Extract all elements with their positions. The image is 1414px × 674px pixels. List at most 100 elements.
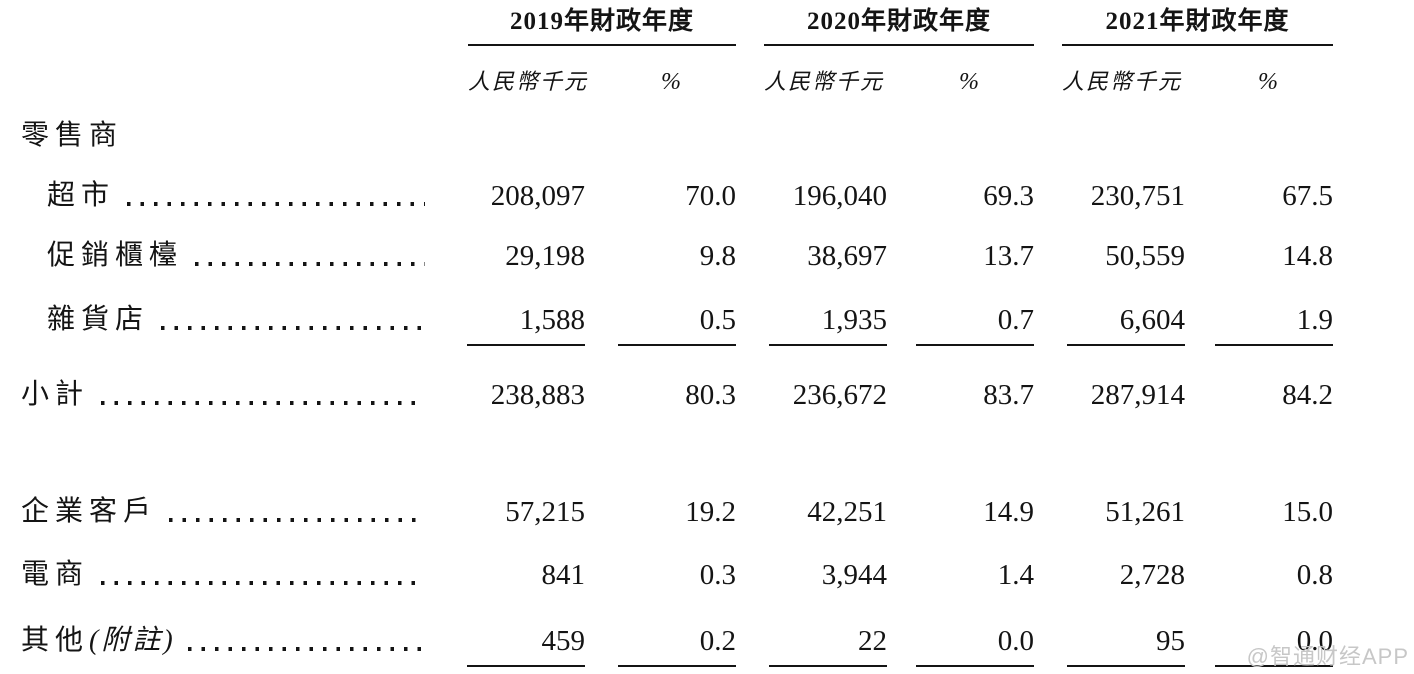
single-rule: 459 bbox=[467, 625, 585, 667]
dot-leader bbox=[101, 401, 425, 405]
unit-header-row: 人民幣千元 % 人民幣千元 % 人民幣千元 % bbox=[0, 46, 1414, 103]
percent-2020: 100.0 bbox=[887, 669, 1034, 674]
percent-2021: 1.9 bbox=[1185, 281, 1334, 348]
value-2020: 42,251 bbox=[807, 496, 888, 528]
percent-2019: 100.0 bbox=[585, 669, 736, 674]
dot-leader bbox=[187, 647, 425, 651]
percent-2021: 15.0 bbox=[1282, 496, 1334, 528]
value-2019: 297,398 bbox=[440, 669, 585, 674]
table-row-supermarket: 超市 208,097 70.0 196,040 69.3 230,751 67.… bbox=[0, 161, 1414, 221]
table-row-retailers: 零售商 bbox=[0, 103, 1414, 161]
value-2020: 38,697 bbox=[807, 240, 888, 272]
single-rule: 1,935 bbox=[769, 304, 888, 346]
percent-2019: 80.3 bbox=[685, 379, 737, 411]
single-rule: 1.9 bbox=[1215, 304, 1334, 346]
percent-2019: 19.2 bbox=[685, 496, 737, 528]
percent-2020: 0.7 bbox=[887, 281, 1035, 348]
unit-header-2020: 人民幣千元 bbox=[764, 69, 885, 94]
percent-2020: 83.7 bbox=[983, 379, 1035, 411]
row-label-note: (附註) bbox=[89, 625, 176, 656]
percent-2019: 9.8 bbox=[699, 240, 737, 272]
value-2021: 230,751 bbox=[1090, 180, 1186, 212]
single-rule: 0.0 bbox=[1215, 625, 1334, 667]
single-rule: 0.5 bbox=[618, 304, 737, 346]
percent-2021: 0.0 bbox=[1185, 600, 1334, 669]
single-rule: 0.2 bbox=[618, 625, 737, 667]
percent-2020: 14.9 bbox=[983, 496, 1035, 528]
row-label-cell: 總計 bbox=[0, 669, 440, 674]
percent-2020: 1.4 bbox=[997, 559, 1035, 591]
row-label: 促銷櫃檯 bbox=[47, 240, 184, 271]
percent-2019: 0.3 bbox=[699, 559, 737, 591]
percent-header-2021: % bbox=[1258, 69, 1279, 95]
value-2019: 841 bbox=[541, 559, 586, 591]
table-row-subtotal: 小計 238,883 80.3 236,672 83.7 287,914 84.… bbox=[0, 348, 1414, 420]
dot-leader bbox=[161, 326, 425, 330]
unit-header-2019: 人民幣千元 bbox=[468, 69, 589, 94]
percent-2019: 0.5 bbox=[585, 281, 737, 348]
value-2020: 22 bbox=[736, 600, 888, 669]
dot-leader bbox=[195, 262, 425, 266]
dot-leader bbox=[169, 518, 425, 522]
single-rule: 95 bbox=[1067, 625, 1186, 667]
row-label-cell: 超市 bbox=[0, 161, 440, 221]
value-2021: 95 bbox=[1034, 600, 1186, 669]
value-2020: 1,935 bbox=[736, 281, 888, 348]
row-label: 零售商 bbox=[21, 120, 124, 151]
dot-leader bbox=[127, 202, 425, 206]
percent-header-2020: % bbox=[959, 69, 980, 95]
value-2019: 29,198 bbox=[505, 240, 585, 272]
single-rule: 0.0 bbox=[916, 625, 1035, 667]
value-2021: 51,261 bbox=[1105, 496, 1186, 528]
percent-2019: 0.2 bbox=[585, 600, 737, 669]
year-header-2020: 2020年財政年度 bbox=[764, 1, 1035, 46]
single-rule: 0.7 bbox=[916, 304, 1035, 346]
single-rule: 1,588 bbox=[467, 304, 585, 346]
year-header-2019: 2019年財政年度 bbox=[468, 1, 737, 46]
row-label-cell: 促銷櫃檯 bbox=[0, 221, 440, 281]
watermark: @智通财经APP bbox=[1246, 644, 1409, 669]
unit-header-2021: 人民幣千元 bbox=[1062, 69, 1183, 94]
percent-2021: 0.8 bbox=[1296, 559, 1334, 591]
table-row-promo-counters: 促銷櫃檯 29,198 9.8 38,697 13.7 50,559 14.8 bbox=[0, 221, 1414, 281]
year-header-2021: 2021年財政年度 bbox=[1062, 1, 1334, 46]
row-label: 其他 bbox=[21, 625, 90, 656]
year-header-cell-2021: 2021年財政年度 bbox=[1034, 0, 1334, 46]
single-rule: 22 bbox=[769, 625, 888, 667]
table-row-grocery: 雜貨店 1,588 0.5 1,935 0.7 6,604 1.9 bbox=[0, 281, 1414, 348]
year-header-row: 2019年財政年度 2020年財政年度 2021年財政年度 bbox=[0, 0, 1414, 46]
value-2021: 50,559 bbox=[1105, 240, 1186, 272]
value-2021: 2,728 bbox=[1119, 559, 1186, 591]
value-2021: 6,604 bbox=[1034, 281, 1186, 348]
percent-2020: 0.0 bbox=[887, 600, 1035, 669]
row-label-cell: 零售商 bbox=[0, 103, 440, 161]
value-2020: 282,889 bbox=[736, 669, 887, 674]
value-2020: 3,944 bbox=[821, 559, 888, 591]
percent-2021: 67.5 bbox=[1282, 180, 1334, 212]
percent-2020: 69.3 bbox=[983, 180, 1035, 212]
row-label: 小計 bbox=[21, 379, 90, 410]
value-2019: 57,215 bbox=[505, 496, 585, 528]
row-label: 企業客戶 bbox=[21, 496, 158, 527]
percent-2019: 70.0 bbox=[685, 180, 737, 212]
row-label-cell: 其他 (附註) bbox=[0, 600, 440, 669]
percent-2020: 13.7 bbox=[983, 240, 1035, 272]
row-label: 雜貨店 bbox=[47, 304, 150, 335]
value-2021: 287,914 bbox=[1090, 379, 1186, 411]
row-label: 超市 bbox=[47, 180, 116, 211]
value-2020: 236,672 bbox=[792, 379, 888, 411]
row-label-cell: 小計 bbox=[0, 348, 440, 420]
value-2019: 1,588 bbox=[440, 281, 585, 348]
table-row-total: 總計 297,398 100.0 282,889 100.0 341,998 1… bbox=[0, 669, 1414, 674]
dot-leader bbox=[101, 581, 425, 585]
value-2021: 341,998 bbox=[1034, 669, 1185, 674]
value-2019: 208,097 bbox=[490, 180, 585, 212]
value-2019: 238,883 bbox=[490, 379, 585, 411]
value-2019: 459 bbox=[440, 600, 585, 669]
row-label-cell: 電商 bbox=[0, 537, 440, 600]
row-label: 電商 bbox=[21, 559, 90, 590]
value-2020: 196,040 bbox=[792, 180, 888, 212]
percent-2021: 14.8 bbox=[1282, 240, 1334, 272]
